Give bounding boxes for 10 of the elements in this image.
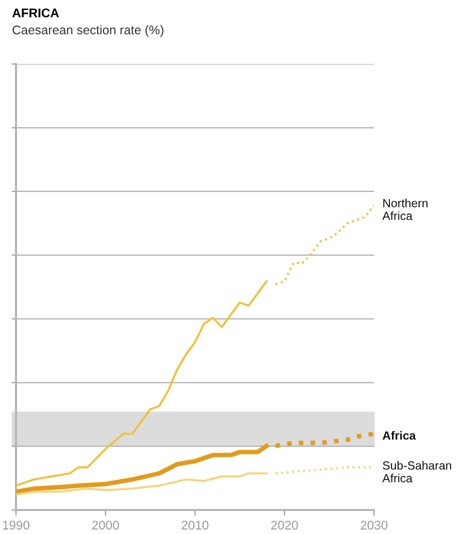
x-tick-label: 1990 — [3, 520, 30, 530]
x-tick-label: 2010 — [182, 520, 208, 530]
text: Northern Africa — [382, 198, 428, 220]
x-tick-label: 2030 — [360, 520, 388, 530]
x-tick-label: 2000 — [92, 520, 119, 530]
chart-subtitle: Caesarean section rate (%) — [12, 25, 164, 37]
x-tick-label: 2020 — [271, 520, 298, 530]
text: Sub-Saharan Africa — [382, 460, 452, 482]
text: Africa — [382, 431, 416, 440]
chart-title: AFRICA — [12, 8, 59, 18]
